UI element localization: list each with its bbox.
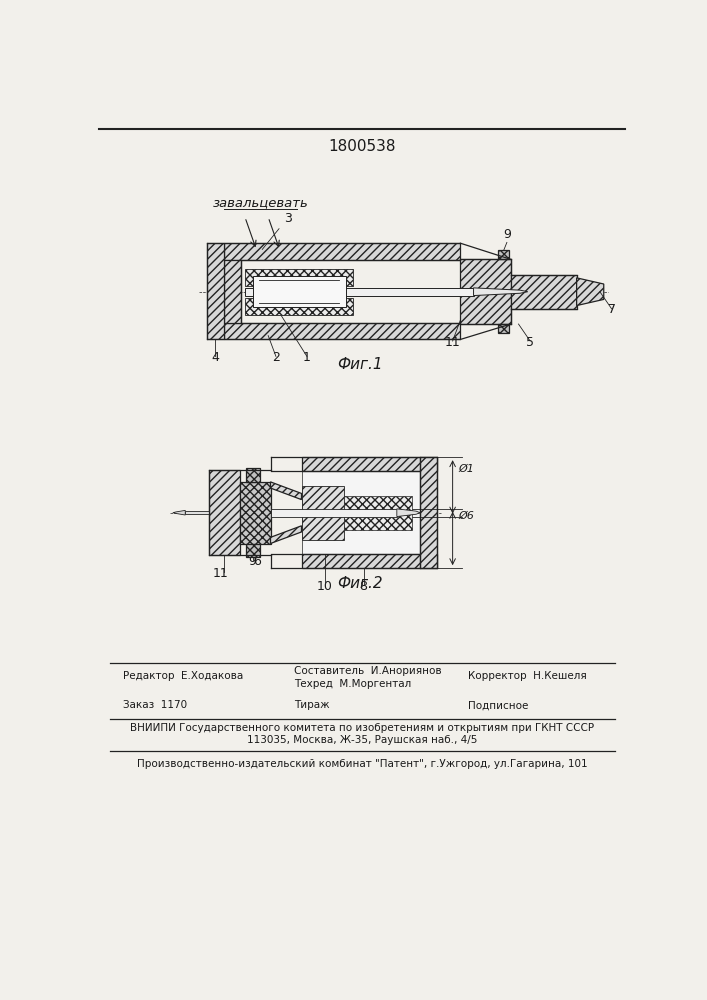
Text: Фиг.1: Фиг.1 [337,357,382,372]
Text: 2: 2 [272,351,280,364]
Text: Тираж: Тираж [293,700,329,710]
Bar [246,544,259,557]
Text: Производственно-издательский комбинат "Патент", г.Ужгород, ул.Гагарина, 101: Производственно-издательский комбинат "П… [136,759,588,769]
Bar [301,554,437,568]
Text: Заказ  1170: Заказ 1170 [123,700,187,710]
Bar [245,288,474,296]
Bar [344,496,412,530]
Bar [498,324,509,333]
Polygon shape [271,482,301,500]
Bar [301,471,420,554]
Bar [240,482,271,544]
Bar [245,269,354,286]
Bar [224,260,241,323]
Bar [301,486,344,540]
Text: 7: 7 [607,303,616,316]
Text: Редактор  Е.Ходакова: Редактор Е.Ходакова [123,671,243,681]
Bar [460,259,510,324]
Text: Техред  М.Моргентал: Техред М.Моргентал [293,679,411,689]
Text: 11: 11 [212,567,228,580]
Text: 11: 11 [445,336,460,349]
Text: Корректор  Н.Кешеля: Корректор Н.Кешеля [468,671,587,681]
Text: Фиг.2: Фиг.2 [337,576,382,591]
Polygon shape [173,510,185,515]
Text: 6: 6 [253,555,262,568]
Text: завальцевать: завальцевать [213,196,308,209]
Bar [224,323,460,339]
Text: 9: 9 [249,555,257,568]
Text: Ø1: Ø1 [458,463,474,473]
Bar [271,509,397,517]
Text: 1: 1 [303,351,311,364]
Text: 10: 10 [317,580,333,593]
Text: 1800538: 1800538 [328,139,396,154]
Text: Подписное: Подписное [468,700,529,710]
Bar [224,243,460,260]
Bar [209,470,240,555]
Text: 5: 5 [526,336,534,349]
Text: ВНИИПИ Государственного комитета по изобретениям и открытиям при ГКНТ СССР: ВНИИПИ Государственного комитета по изоб… [130,723,594,733]
Text: 9: 9 [503,228,511,241]
Bar [301,457,437,471]
Bar [207,243,224,339]
Text: 8: 8 [359,580,368,593]
Text: Составитель  И.Анориянов: Составитель И.Анориянов [293,666,441,676]
Text: 4: 4 [211,351,219,364]
Text: 113035, Москва, Ж-35, Раушская наб., 4/5: 113035, Москва, Ж-35, Раушская наб., 4/5 [247,735,477,745]
Bar [185,511,209,514]
Polygon shape [474,288,528,296]
Polygon shape [397,509,420,517]
Text: 3: 3 [262,212,291,250]
Bar [246,468,259,482]
Text: Ø6: Ø6 [458,510,474,520]
Bar [498,250,509,259]
Polygon shape [577,278,604,306]
Polygon shape [271,526,301,544]
Bar [510,275,577,309]
Bar [245,298,354,315]
Bar [420,457,437,568]
Bar [252,276,346,307]
